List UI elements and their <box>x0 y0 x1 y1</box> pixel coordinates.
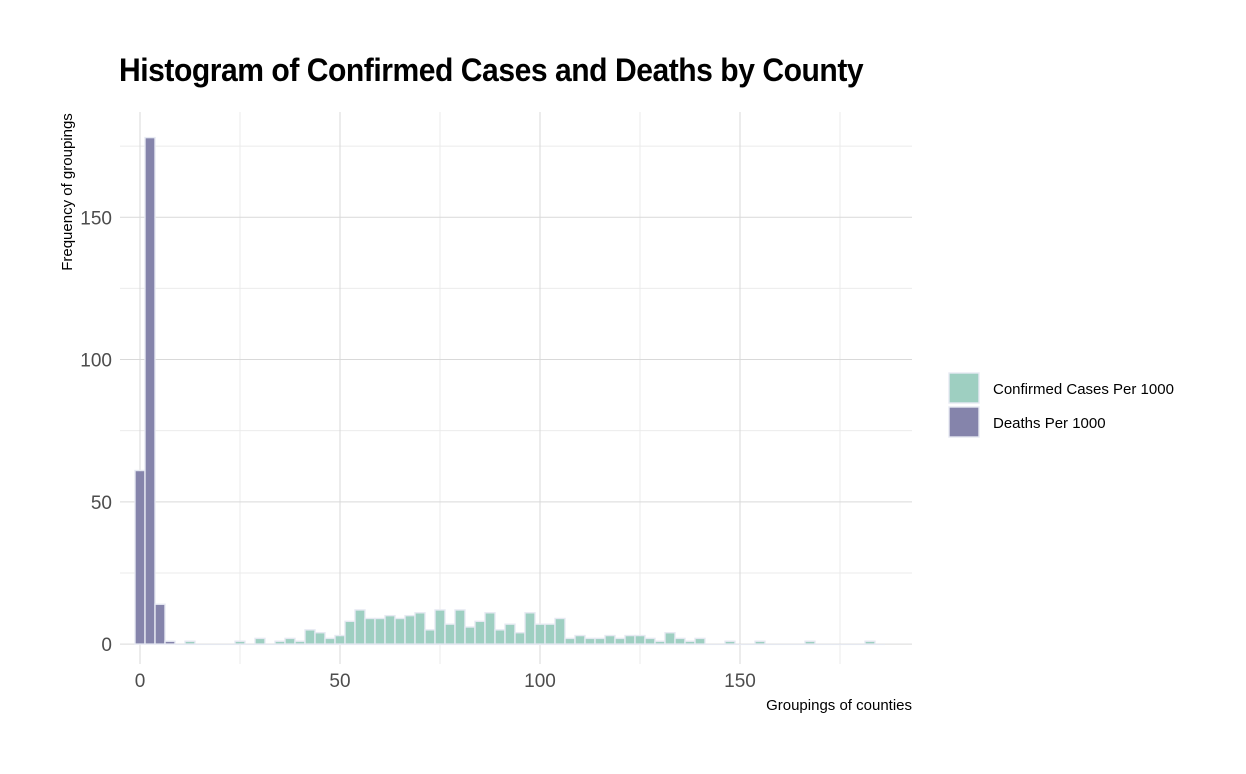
chart-title: Histogram of Confirmed Cases and Deaths … <box>119 52 864 88</box>
cases-bar <box>504 623 516 645</box>
cases-bar <box>564 637 576 645</box>
cases-bar <box>554 617 566 645</box>
x-tick-label: 100 <box>524 671 556 692</box>
x-axis-title: Groupings of counties <box>766 697 912 714</box>
cases-bar <box>524 612 536 645</box>
cases-bar <box>314 632 326 645</box>
cases-bar <box>654 640 666 645</box>
cases-bar <box>754 640 766 645</box>
cases-bar <box>494 629 506 645</box>
cases-bar <box>394 617 406 645</box>
cases-bar <box>374 617 386 645</box>
legend-swatch <box>948 406 980 438</box>
cases-bar <box>434 609 446 645</box>
x-tick-label: 50 <box>329 671 350 692</box>
cases-bar <box>664 632 676 645</box>
bars-layer <box>134 136 885 646</box>
deaths-bar <box>164 640 176 645</box>
cases-bar <box>384 614 396 645</box>
deaths-bar <box>154 603 166 645</box>
cases-bar <box>364 617 376 645</box>
deaths-bar <box>144 136 156 645</box>
y-tick-label: 50 <box>91 493 112 514</box>
cases-bar <box>274 640 286 645</box>
cases-bar <box>864 640 876 645</box>
y-tick-label: 100 <box>80 351 112 372</box>
cases-bar <box>454 609 466 645</box>
y-tick-label: 150 <box>80 208 112 229</box>
cases-bar <box>644 637 656 645</box>
grid-layer <box>120 112 912 664</box>
cases-bar <box>324 637 336 645</box>
cases-bar <box>484 612 496 645</box>
legend: Confirmed Cases Per 1000 Deaths Per 1000 <box>948 372 1174 438</box>
cases-bar <box>694 637 706 645</box>
cases-bar <box>474 620 486 645</box>
cases-bar <box>354 609 366 645</box>
legend-label: Confirmed Cases Per 1000 <box>993 381 1174 398</box>
y-axis-title: Frequency of groupings <box>59 113 76 271</box>
legend-label: Deaths Per 1000 <box>993 415 1106 432</box>
x-tick-label: 150 <box>724 671 756 692</box>
y-tick-label: 0 <box>101 635 112 656</box>
cases-bar <box>724 640 736 645</box>
cases-bar <box>624 634 636 645</box>
cases-bar <box>674 637 686 645</box>
cases-bar <box>444 623 456 645</box>
cases-bar <box>284 637 296 645</box>
cases-bar <box>804 640 816 645</box>
cases-bar <box>594 637 606 645</box>
cases-bar <box>584 637 596 645</box>
cases-bar <box>684 640 696 645</box>
legend-swatch <box>948 372 980 404</box>
cases-bar <box>294 640 306 645</box>
x-tick-label: 0 <box>135 671 146 692</box>
cases-bar <box>544 623 556 645</box>
cases-bar <box>234 640 246 645</box>
cases-bar <box>344 620 356 645</box>
ticks-layer: 0 50 100 150 0 50 100 150 <box>80 208 756 692</box>
cases-bar <box>404 614 416 645</box>
cases-bar <box>334 634 346 645</box>
cases-bar <box>184 640 196 645</box>
cases-bar <box>304 629 316 645</box>
cases-bar <box>254 637 266 645</box>
cases-bar <box>514 632 526 645</box>
cases-bar <box>534 623 546 645</box>
cases-bar <box>414 612 426 645</box>
cases-bar <box>614 637 626 645</box>
cases-bar <box>634 634 646 645</box>
cases-bar <box>424 629 436 645</box>
cases-bar <box>604 634 616 645</box>
deaths-bar <box>134 469 146 645</box>
cases-bar <box>464 626 476 645</box>
cases-bar <box>574 634 586 645</box>
